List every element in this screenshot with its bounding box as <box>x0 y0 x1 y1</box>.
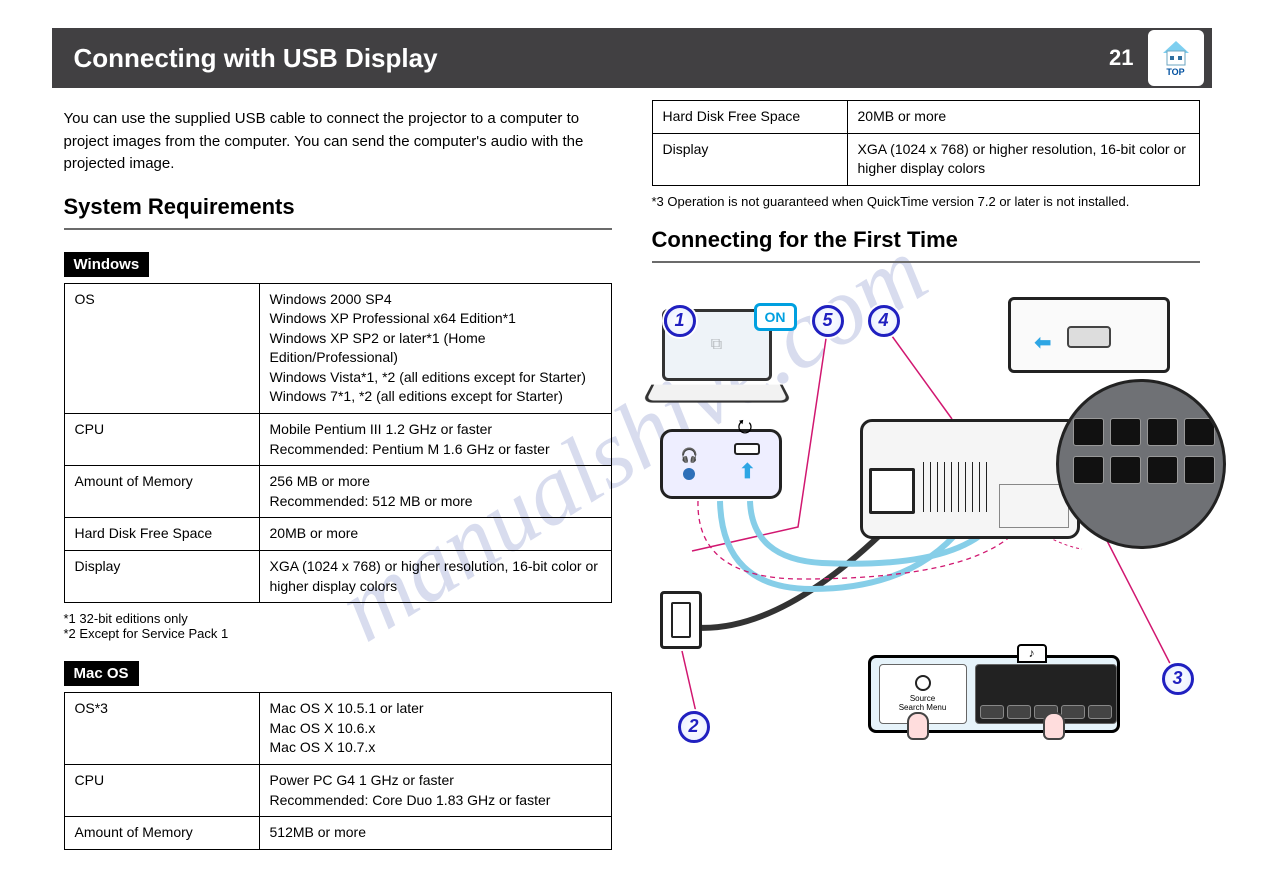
mac-cont-rows: Hard Disk Free Space20MB or moreDisplayX… <box>652 101 1199 186</box>
header-bar: Connecting with USB Display 21 TOP <box>52 28 1212 88</box>
home-label: TOP <box>1166 67 1184 77</box>
row-key: Amount of Memory <box>64 466 259 518</box>
table-row: OS*3Mac OS X 10.5.1 or later Mac OS X 10… <box>64 693 611 765</box>
row-value: Mac OS X 10.5.1 or later Mac OS X 10.6.x… <box>259 693 611 765</box>
row-value: Power PC G4 1 GHz or faster Recommended:… <box>259 765 611 817</box>
table-row: OSWindows 2000 SP4 Windows XP Profession… <box>64 283 611 414</box>
callout-3: 3 <box>1162 663 1194 695</box>
row-key: OS <box>64 283 259 414</box>
row-key: Display <box>652 133 847 185</box>
on-bubble: ON <box>754 303 797 331</box>
section-heading-connect: Connecting for the First Time <box>652 227 1200 253</box>
mac-table-cont: Hard Disk Free Space20MB or moreDisplayX… <box>652 100 1200 186</box>
av-mute-slide-icon: ⬅ <box>1008 297 1170 373</box>
row-value: XGA (1024 x 768) or higher resolution, 1… <box>259 551 611 603</box>
windows-rows: OSWindows 2000 SP4 Windows XP Profession… <box>64 283 611 603</box>
row-key: CPU <box>64 765 259 817</box>
row-value: 512MB or more <box>259 817 611 850</box>
page-title: Connecting with USB Display <box>74 43 438 74</box>
row-value: Windows 2000 SP4 Windows XP Professional… <box>259 283 611 414</box>
callout-1: 1 <box>664 305 696 337</box>
left-column: You can use the supplied USB cable to co… <box>64 100 612 850</box>
callout-2: 2 <box>678 711 710 743</box>
section-heading-reqs: System Requirements <box>64 194 612 220</box>
table-row: Amount of Memory256 MB or more Recommend… <box>64 466 611 518</box>
row-key: Display <box>64 551 259 603</box>
rule <box>64 228 612 230</box>
row-key: Hard Disk Free Space <box>64 518 259 551</box>
connection-diagram: ⧉ ON 🎧 ⬆ ⭮ ⬅ <box>652 279 1192 779</box>
port-closeup-icon <box>1056 379 1226 549</box>
intro-text: You can use the supplied USB cable to co… <box>64 108 612 176</box>
projector-icon <box>860 419 1080 539</box>
table-row: Hard Disk Free Space20MB or more <box>652 101 1199 134</box>
beep-icon: ♪ <box>1017 644 1047 663</box>
laptop-ports-icon: 🎧 ⬆ ⭮ <box>660 429 782 499</box>
windows-label: Windows <box>64 252 150 277</box>
table-row: CPUPower PC G4 1 GHz or faster Recommend… <box>64 765 611 817</box>
home-button[interactable]: TOP <box>1148 30 1204 86</box>
page-number: 21 <box>1109 45 1133 71</box>
table-row: DisplayXGA (1024 x 768) or higher resolu… <box>652 133 1199 185</box>
row-key: OS*3 <box>64 693 259 765</box>
windows-table: OSWindows 2000 SP4 Windows XP Profession… <box>64 283 612 604</box>
table-row: DisplayXGA (1024 x 768) or higher resolu… <box>64 551 611 603</box>
mac-footnote: *3 Operation is not guaranteed when Quic… <box>652 194 1200 209</box>
mac-label: Mac OS <box>64 661 139 686</box>
row-value: 256 MB or more Recommended: 512 MB or mo… <box>259 466 611 518</box>
row-value: XGA (1024 x 768) or higher resolution, 1… <box>847 133 1199 185</box>
mac-table-top: OS*3Mac OS X 10.5.1 or later Mac OS X 10… <box>64 692 612 850</box>
row-key: Amount of Memory <box>64 817 259 850</box>
right-column: Hard Disk Free Space20MB or moreDisplayX… <box>652 100 1200 850</box>
table-row: Hard Disk Free Space20MB or more <box>64 518 611 551</box>
callout-5: 5 <box>812 305 844 337</box>
row-value: 20MB or more <box>847 101 1199 134</box>
windows-footnote: *1 32-bit editions only *2 Except for Se… <box>64 611 612 641</box>
table-row: Amount of Memory512MB or more <box>64 817 611 850</box>
row-value: 20MB or more <box>259 518 611 551</box>
row-key: Hard Disk Free Space <box>652 101 847 134</box>
callout-4: 4 <box>868 305 900 337</box>
power-outlet-icon <box>660 591 702 649</box>
row-value: Mobile Pentium III 1.2 GHz or faster Rec… <box>259 414 611 466</box>
row-key: CPU <box>64 414 259 466</box>
table-row: CPUMobile Pentium III 1.2 GHz or faster … <box>64 414 611 466</box>
rule-2 <box>652 261 1200 263</box>
mac-top-rows: OS*3Mac OS X 10.5.1 or later Mac OS X 10… <box>64 693 611 850</box>
control-panel-icon: ♪ SourceSearch Menu <box>868 655 1120 733</box>
